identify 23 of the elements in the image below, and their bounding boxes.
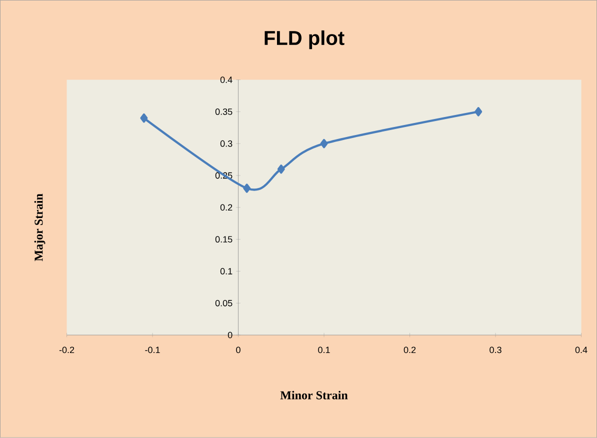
y-axis-title: Major Strain <box>34 194 46 262</box>
y-tick-label: 0.35 <box>215 108 232 115</box>
y-tick-label: 0 <box>228 332 232 338</box>
x-tick-label: 0.4 <box>575 346 588 354</box>
point <box>243 184 251 193</box>
x-tick-label: 0.3 <box>490 346 502 354</box>
x-axis-title: Minor Strain <box>280 390 348 400</box>
x-tick-label: 0.1 <box>318 346 330 354</box>
y-tick-label: 0.1 <box>220 268 232 274</box>
point <box>277 164 285 174</box>
y-tick-label: 0.05 <box>215 300 232 306</box>
y-tick-label: 0.3 <box>220 140 232 147</box>
x-tick-label: 0.2 <box>404 346 416 354</box>
chart-title: FLD plot <box>264 30 344 50</box>
x-tick-label: -0.1 <box>145 346 160 354</box>
x-tick-label: 0 <box>236 346 240 354</box>
point <box>320 139 328 148</box>
point <box>140 114 148 123</box>
point <box>474 107 482 116</box>
x-tick-label: -0.2 <box>59 346 74 354</box>
y-tick-label: 0.4 <box>220 76 232 84</box>
y-tick-label: 0.15 <box>215 236 232 243</box>
y-tick-label: 0.2 <box>220 204 232 211</box>
